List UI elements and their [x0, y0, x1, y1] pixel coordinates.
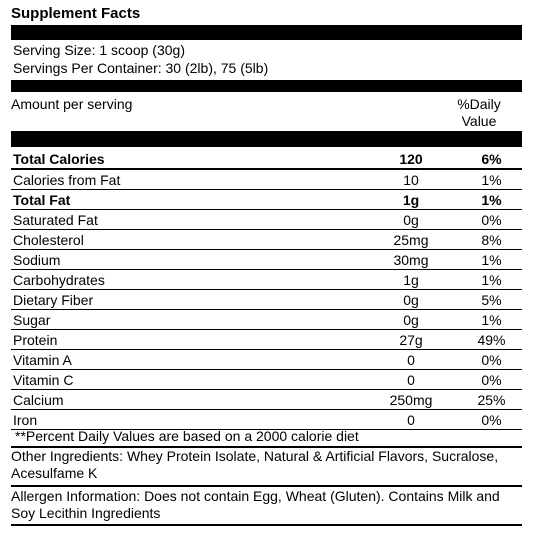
nutrient-name: Saturated Fat: [11, 209, 351, 230]
serving-size: Serving Size: 1 scoop (30g): [13, 42, 185, 58]
divider-rule: [11, 524, 522, 526]
divider-bar: [11, 131, 522, 147]
nutrient-amount: 0g: [351, 309, 441, 330]
nutrient-daily-value: 1%: [441, 169, 522, 190]
nutrient-daily-value: 0%: [441, 209, 522, 230]
nutrient-name: Total Calories: [11, 149, 351, 170]
servings-per-container: Servings Per Container: 30 (2lb), 75 (5l…: [13, 60, 269, 76]
nutrient-name: Vitamin C: [11, 369, 351, 390]
nutrient-name: Dietary Fiber: [11, 289, 351, 310]
nutrient-row-protein: Protein 27g 49%: [11, 329, 522, 350]
nutrient-name: Protein: [11, 329, 351, 350]
amount-per-serving-label: Amount per serving: [11, 96, 133, 112]
nutrient-daily-value: 1%: [441, 189, 522, 210]
nutrient-name: Calcium: [11, 389, 351, 410]
other-ingredients: Other Ingredients: Whey Protein Isolate,…: [11, 448, 499, 481]
nutrient-amount: 1g: [351, 269, 441, 290]
nutrient-name: Calories from Fat: [11, 169, 351, 190]
nutrient-row-saturated-fat: Saturated Fat 0g 0%: [11, 209, 522, 230]
nutrient-row-vitamin-a: Vitamin A 0 0%: [11, 349, 522, 370]
nutrient-amount: 30mg: [351, 249, 441, 270]
nutrient-table: Total Calories 120 6% Calories from Fat …: [11, 149, 522, 430]
nutrient-daily-value: 1%: [441, 249, 522, 270]
nutrient-name: Total Fat: [11, 189, 351, 210]
nutrient-row-calcium: Calcium 250mg 25%: [11, 389, 522, 410]
nutrient-row-calories-from-fat: Calories from Fat 10 1%: [11, 169, 522, 190]
panel-title: Supplement Facts: [11, 5, 141, 22]
divider-rule: [11, 485, 522, 487]
nutrient-daily-value: 0%: [441, 409, 522, 430]
nutrient-amount: 250mg: [351, 389, 441, 410]
daily-value-footnote: **Percent Daily Values are based on a 20…: [15, 428, 359, 444]
daily-value-header: %Daily Value: [446, 96, 512, 130]
nutrient-row-vitamin-c: Vitamin C 0 0%: [11, 369, 522, 390]
nutrient-row-dietary-fiber: Dietary Fiber 0g 5%: [11, 289, 522, 310]
nutrient-amount: 1g: [351, 189, 441, 210]
nutrient-amount: 0: [351, 409, 441, 430]
daily-value-header-line1: %Daily: [457, 96, 501, 112]
daily-value-header-line2: Value: [461, 113, 497, 129]
nutrient-name: Iron: [11, 409, 351, 430]
nutrient-daily-value: 6%: [441, 149, 522, 170]
nutrient-daily-value: 8%: [441, 229, 522, 250]
nutrient-name: Cholesterol: [11, 229, 351, 250]
nutrient-row-carbohydrates: Carbohydrates 1g 1%: [11, 269, 522, 290]
divider-bar: [11, 25, 522, 40]
nutrient-amount: 10: [351, 169, 441, 190]
nutrient-daily-value: 1%: [441, 309, 522, 330]
nutrient-daily-value: 5%: [441, 289, 522, 310]
nutrient-row-total-fat: Total Fat 1g 1%: [11, 189, 522, 210]
nutrient-row-sodium: Sodium 30mg 1%: [11, 249, 522, 270]
nutrient-daily-value: 0%: [441, 369, 522, 390]
nutrient-amount: 0: [351, 349, 441, 370]
nutrient-daily-value: 25%: [441, 389, 522, 410]
nutrient-amount: 27g: [351, 329, 441, 350]
nutrient-daily-value: 49%: [441, 329, 522, 350]
nutrient-row-cholesterol: Cholesterol 25mg 8%: [11, 229, 522, 250]
nutrient-row-iron: Iron 0 0%: [11, 409, 522, 430]
nutrient-name: Vitamin A: [11, 349, 351, 370]
nutrient-daily-value: 0%: [441, 349, 522, 370]
nutrient-daily-value: 1%: [441, 269, 522, 290]
nutrient-name: Sodium: [11, 249, 351, 270]
divider-rule: [11, 446, 522, 448]
nutrient-amount: 0g: [351, 289, 441, 310]
allergen-information: Allergen Information: Does not contain E…: [11, 488, 500, 521]
nutrient-amount: 0: [351, 369, 441, 390]
nutrient-name: Carbohydrates: [11, 269, 351, 290]
nutrient-row-sugar: Sugar 0g 1%: [11, 309, 522, 330]
nutrient-row-total-calories: Total Calories 120 6%: [11, 149, 522, 170]
nutrient-amount: 120: [351, 149, 441, 170]
nutrient-name: Sugar: [11, 309, 351, 330]
nutrient-amount: 0g: [351, 209, 441, 230]
divider-bar: [11, 80, 522, 92]
nutrient-amount: 25mg: [351, 229, 441, 250]
